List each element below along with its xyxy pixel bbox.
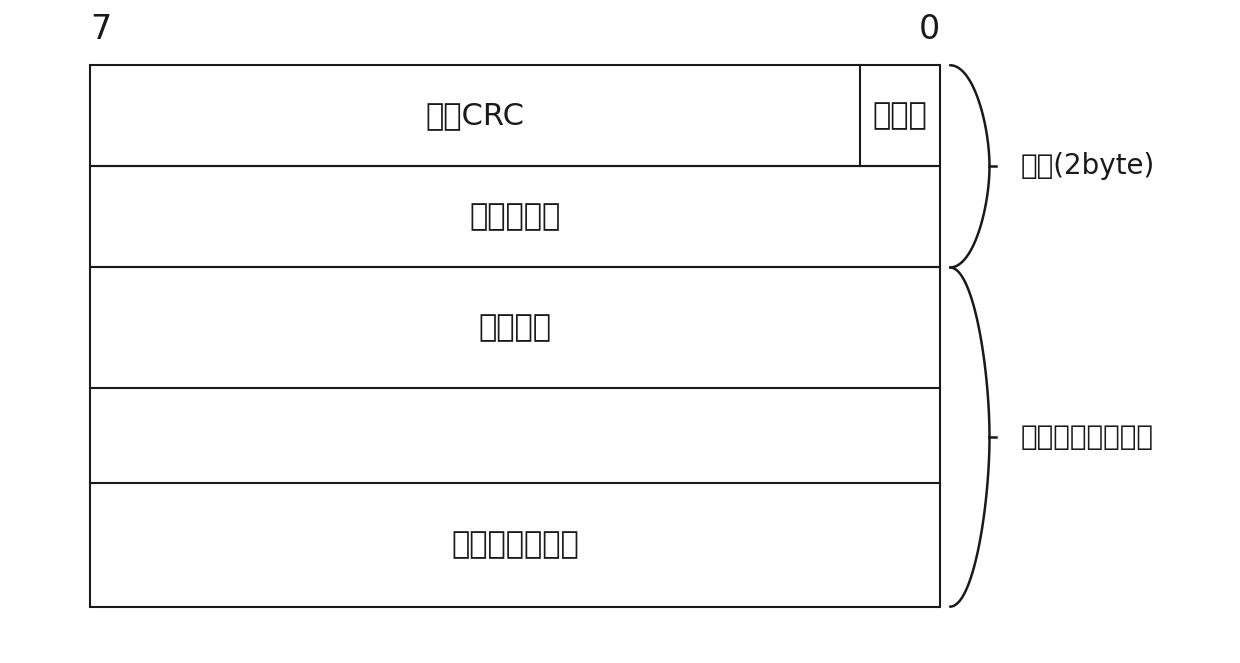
Text: 帧头(2byte): 帧头(2byte) (1021, 152, 1154, 180)
Bar (91, 267, 940, 388)
Text: 负荷（可变长度）: 负荷（可变长度） (1021, 423, 1153, 451)
Bar (91, 65, 940, 166)
Bar (91, 166, 940, 267)
Text: 帧头CRC: 帧头CRC (425, 101, 525, 131)
Text: 控制信息: 控制信息 (479, 314, 552, 342)
Bar (91, 483, 940, 607)
Text: 0: 0 (919, 13, 940, 46)
Text: 帧类型: 帧类型 (873, 101, 928, 131)
Text: 7: 7 (91, 13, 112, 46)
Text: 控制帧类型: 控制帧类型 (470, 202, 560, 231)
Text: 控制信息（续）: 控制信息（续） (451, 530, 579, 559)
